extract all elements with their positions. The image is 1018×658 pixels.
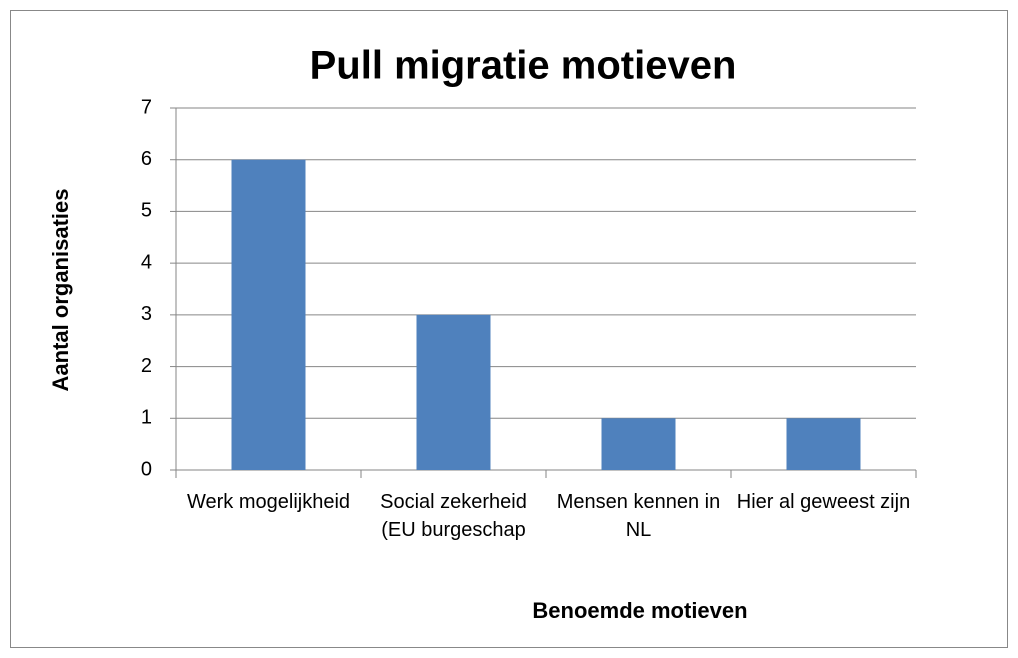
y-tick-label: 0 — [141, 458, 152, 480]
y-tick-label: 5 — [141, 200, 152, 222]
bar — [601, 418, 676, 470]
y-axis-label: Aantal organisaties — [48, 189, 73, 392]
y-tick-label: 4 — [141, 251, 152, 273]
y-tick-label: 1 — [141, 407, 152, 429]
bar — [416, 314, 491, 470]
x-tick-label: Mensen kennen in NL — [556, 491, 721, 541]
y-tick-label: 2 — [141, 355, 152, 377]
x-tick-label: Social zekerheid (EU burgeschap — [380, 491, 527, 541]
bar — [231, 159, 306, 470]
chart-title: Pull migratie motieven — [310, 44, 737, 88]
chart-border — [10, 10, 1008, 648]
bar — [786, 418, 861, 470]
x-tick-label: Werk mogelijkheid — [186, 491, 351, 513]
y-tick-label: 6 — [141, 148, 152, 170]
y-tick-label: 3 — [141, 303, 152, 325]
y-tick-label: 7 — [141, 96, 152, 118]
x-axis-label: Benoemde motieven — [532, 598, 747, 623]
x-tick-label: Hier al geweest zijn — [736, 491, 911, 513]
